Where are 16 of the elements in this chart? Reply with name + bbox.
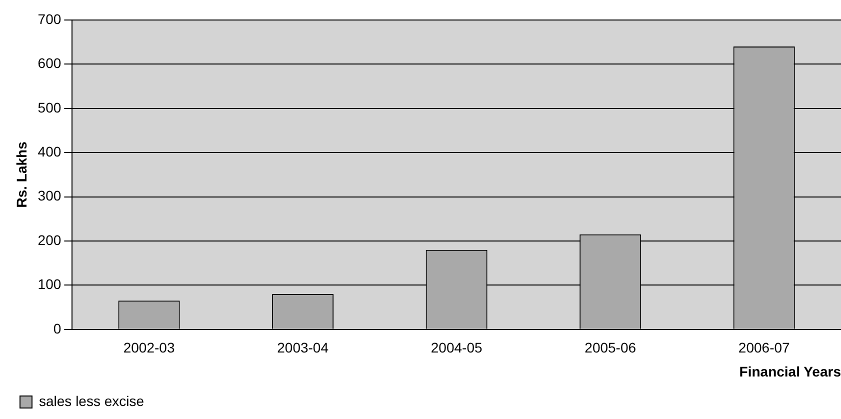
x-tick-label: 2006-07: [738, 340, 790, 356]
x-tick-label: 2002-03: [123, 340, 175, 356]
x-axis-title: Financial Years: [739, 363, 841, 380]
x-tick-label: 2005-06: [584, 340, 636, 356]
y-axis-title: Rs. Lakhs: [13, 141, 30, 208]
y-tick-label: 500: [38, 99, 62, 116]
y-tick-label: 0: [53, 320, 62, 336]
y-tick-label: 700: [38, 10, 62, 27]
legend-label: sales less excise: [39, 392, 144, 409]
y-tick-label: 200: [38, 232, 62, 248]
y-tick-label: 100: [38, 276, 62, 292]
y-tick-label: 600: [38, 55, 62, 72]
x-tick-label: 2003-04: [277, 340, 329, 356]
x-tick-label: 2004-05: [430, 340, 482, 356]
y-tick-label: 400: [38, 143, 62, 160]
y-tick-label: 300: [38, 188, 62, 204]
